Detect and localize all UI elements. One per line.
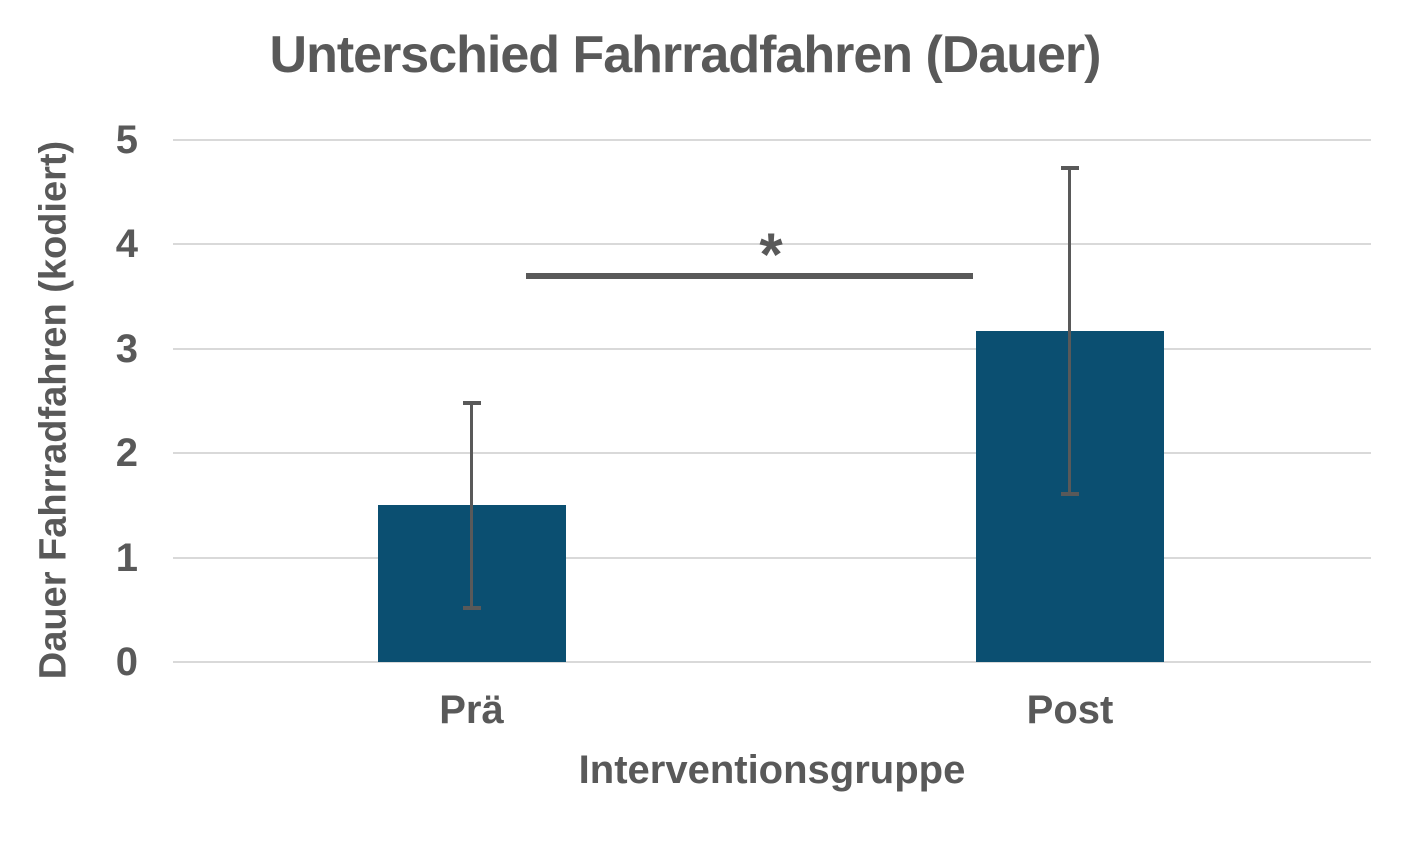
error-cap-bottom bbox=[1061, 491, 1079, 496]
significance-asterisk: * bbox=[759, 221, 783, 288]
error-bar-Post bbox=[1061, 166, 1079, 496]
gridline-y0 bbox=[173, 661, 1371, 663]
error-stem bbox=[469, 401, 473, 610]
error-stem bbox=[1068, 166, 1071, 496]
gridline-y2 bbox=[173, 452, 1371, 455]
error-bar-Prä bbox=[462, 401, 481, 610]
gridline-y5 bbox=[173, 139, 1371, 141]
y-tick-label-2: 2 bbox=[115, 431, 138, 476]
significance-line bbox=[526, 272, 973, 279]
y-tick-label-0: 0 bbox=[115, 640, 138, 684]
error-cap-bottom bbox=[462, 605, 481, 610]
gridline-y4 bbox=[173, 243, 1371, 246]
plot-area: * bbox=[173, 139, 1371, 663]
gridline-y3 bbox=[173, 347, 1371, 350]
x-axis-title: Interventionsgruppe bbox=[578, 748, 966, 792]
y-tick-label-4: 4 bbox=[115, 222, 138, 267]
x-tick-label-Post: Post bbox=[1026, 688, 1114, 732]
x-tick-label-Prä: Prä bbox=[439, 688, 504, 732]
y-tick-label-5: 5 bbox=[115, 118, 138, 162]
y-tick-label-1: 1 bbox=[115, 535, 138, 580]
chart-title: Unterschied Fahrradfahren (Dauer) bbox=[269, 26, 1102, 84]
gridline-y1 bbox=[173, 556, 1371, 559]
y-tick-label-3: 3 bbox=[115, 326, 138, 371]
